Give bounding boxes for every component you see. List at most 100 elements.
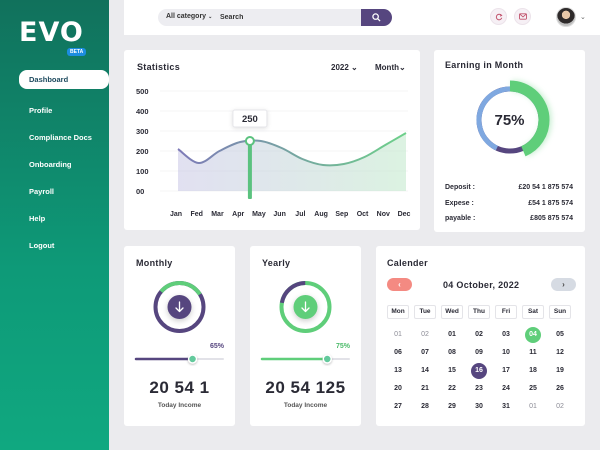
calendar-day[interactable]: 13: [394, 367, 402, 374]
calendar-day[interactable]: 19: [556, 367, 564, 374]
calendar-title: Calender: [387, 258, 428, 268]
search-input[interactable]: [220, 12, 350, 23]
search-button[interactable]: [361, 9, 392, 26]
earning-donut: [470, 80, 550, 160]
sidebar: EVO BETA Dashboard Profile Compliance Do…: [0, 0, 109, 450]
logo[interactable]: EVO BETA: [19, 18, 91, 58]
y-tick-label: 300: [136, 127, 149, 136]
calendar-day[interactable]: 25: [529, 385, 537, 392]
calendar-day[interactable]: 02: [556, 403, 564, 410]
calendar-day[interactable]: 01: [448, 331, 456, 338]
x-tick-label: Dec: [398, 211, 411, 218]
period-select[interactable]: Month⌄: [375, 63, 406, 72]
highlight-bar: [247, 141, 252, 199]
monthly-title: Monthly: [136, 258, 173, 268]
monthly-slider[interactable]: [124, 352, 235, 366]
calendar-prev-button[interactable]: ‹: [387, 278, 412, 291]
statistics-title: Statistics: [137, 62, 181, 72]
earning-percent: 75%: [494, 112, 525, 129]
arrow-glyph: [175, 301, 184, 313]
y-tick-label: 500: [136, 87, 149, 96]
calendar-day[interactable]: 18: [529, 367, 537, 374]
calendar-day[interactable]: 14: [421, 367, 429, 374]
x-tick-label: Jul: [295, 211, 305, 218]
calendar-day[interactable]: 12: [556, 349, 564, 356]
calendar-day[interactable]: 23: [475, 385, 483, 392]
chevron-down-icon: ⌄: [208, 14, 213, 20]
sidebar-item-compliance-docs[interactable]: Compliance Docs: [29, 133, 92, 142]
calendar-day[interactable]: 01: [394, 331, 402, 338]
calendar-day[interactable]: 17: [502, 367, 510, 374]
payable-label: payable :: [445, 215, 476, 222]
calendar-day[interactable]: 20: [394, 385, 402, 392]
sidebar-item-logout[interactable]: Logout: [29, 241, 55, 250]
category-select[interactable]: All category ⌄: [166, 13, 212, 20]
sidebar-nav: Dashboard Profile Compliance Docs Onboar…: [0, 70, 109, 259]
calendar-day[interactable]: 27: [394, 403, 402, 410]
sidebar-item-help[interactable]: Help: [29, 214, 46, 223]
weekday-header: Sun: [549, 305, 571, 319]
beta-badge: BETA: [67, 48, 87, 56]
calendar-next-button[interactable]: ›: [551, 278, 576, 291]
x-tick-label: Fed: [191, 211, 203, 218]
chevron-down-icon[interactable]: ⌄: [580, 14, 586, 21]
year-select-value: 2022: [331, 63, 349, 72]
calendar-day[interactable]: 04: [525, 327, 541, 343]
calendar-day[interactable]: 05: [556, 331, 564, 338]
highlight-point[interactable]: [244, 136, 255, 146]
y-tick-label: 00: [136, 187, 144, 196]
sidebar-item-dashboard[interactable]: Dashboard: [19, 70, 109, 89]
weekday-header: Thu: [468, 305, 490, 319]
calendar-day[interactable]: 09: [475, 349, 483, 356]
calendar-day[interactable]: 22: [448, 385, 456, 392]
x-tick-label: Jun: [273, 211, 285, 218]
calendar-day[interactable]: 31: [502, 403, 510, 410]
calendar-day[interactable]: 16: [471, 363, 487, 379]
calendar-day[interactable]: 24: [502, 385, 510, 392]
monthly-card: Monthly 65% 20 54 1 Today Income: [124, 246, 235, 426]
x-tick-label: Sep: [335, 211, 348, 218]
calendar-day[interactable]: 10: [502, 349, 510, 356]
search-icon: [372, 13, 381, 22]
chevron-down-icon: ⌄: [399, 63, 406, 72]
calendar-day[interactable]: 06: [394, 349, 402, 356]
earning-card: Earning in Month 75% Deposit : £20 54 1 …: [434, 50, 585, 232]
refresh-button[interactable]: [490, 8, 507, 25]
y-tick-label: 400: [136, 107, 149, 116]
yearly-slider[interactable]: [250, 352, 361, 366]
calendar-day[interactable]: 30: [475, 403, 483, 410]
avatar[interactable]: [556, 7, 576, 27]
deposit-row: Deposit : £20 54 1 875 574: [445, 184, 573, 191]
calendar-day[interactable]: 02: [421, 331, 429, 338]
chevron-down-icon: ⌄: [351, 63, 358, 72]
calendar-day[interactable]: 26: [556, 385, 564, 392]
payable-value: £805 875 574: [530, 215, 573, 222]
calendar-day[interactable]: 01: [529, 403, 537, 410]
calendar-day[interactable]: 11: [529, 349, 537, 356]
arrow-glyph: [301, 301, 310, 313]
sidebar-item-payroll[interactable]: Payroll: [29, 187, 55, 196]
calendar-day[interactable]: 03: [502, 331, 510, 338]
calendar-day[interactable]: 07: [421, 349, 429, 356]
sidebar-item-profile[interactable]: Profile: [29, 106, 53, 115]
logo-text: EVO: [19, 17, 84, 48]
calendar-day[interactable]: 29: [448, 403, 456, 410]
mail-button[interactable]: [514, 8, 531, 25]
calendar-day[interactable]: 02: [475, 331, 483, 338]
value-tooltip: 250: [232, 109, 268, 128]
slider-handle[interactable]: [187, 354, 198, 364]
calendar-day[interactable]: 28: [421, 403, 429, 410]
calendar-day[interactable]: 08: [448, 349, 456, 356]
category-select-label: All category: [166, 13, 207, 20]
slider-handle[interactable]: [322, 354, 332, 364]
refresh-icon: [495, 13, 503, 20]
x-tick-label: Apr: [232, 211, 244, 218]
calendar-day[interactable]: 21: [421, 385, 429, 392]
monthly-amount: 20 54 1: [149, 378, 210, 397]
weekday-header: Sat: [522, 305, 544, 319]
calendar-day[interactable]: 15: [448, 367, 456, 374]
expense-value: £54 1 875 574: [528, 200, 573, 207]
expense-label: Expese :: [445, 200, 474, 207]
sidebar-item-onboarding[interactable]: Onboarding: [29, 160, 72, 169]
year-select[interactable]: 2022 ⌄: [331, 63, 358, 72]
